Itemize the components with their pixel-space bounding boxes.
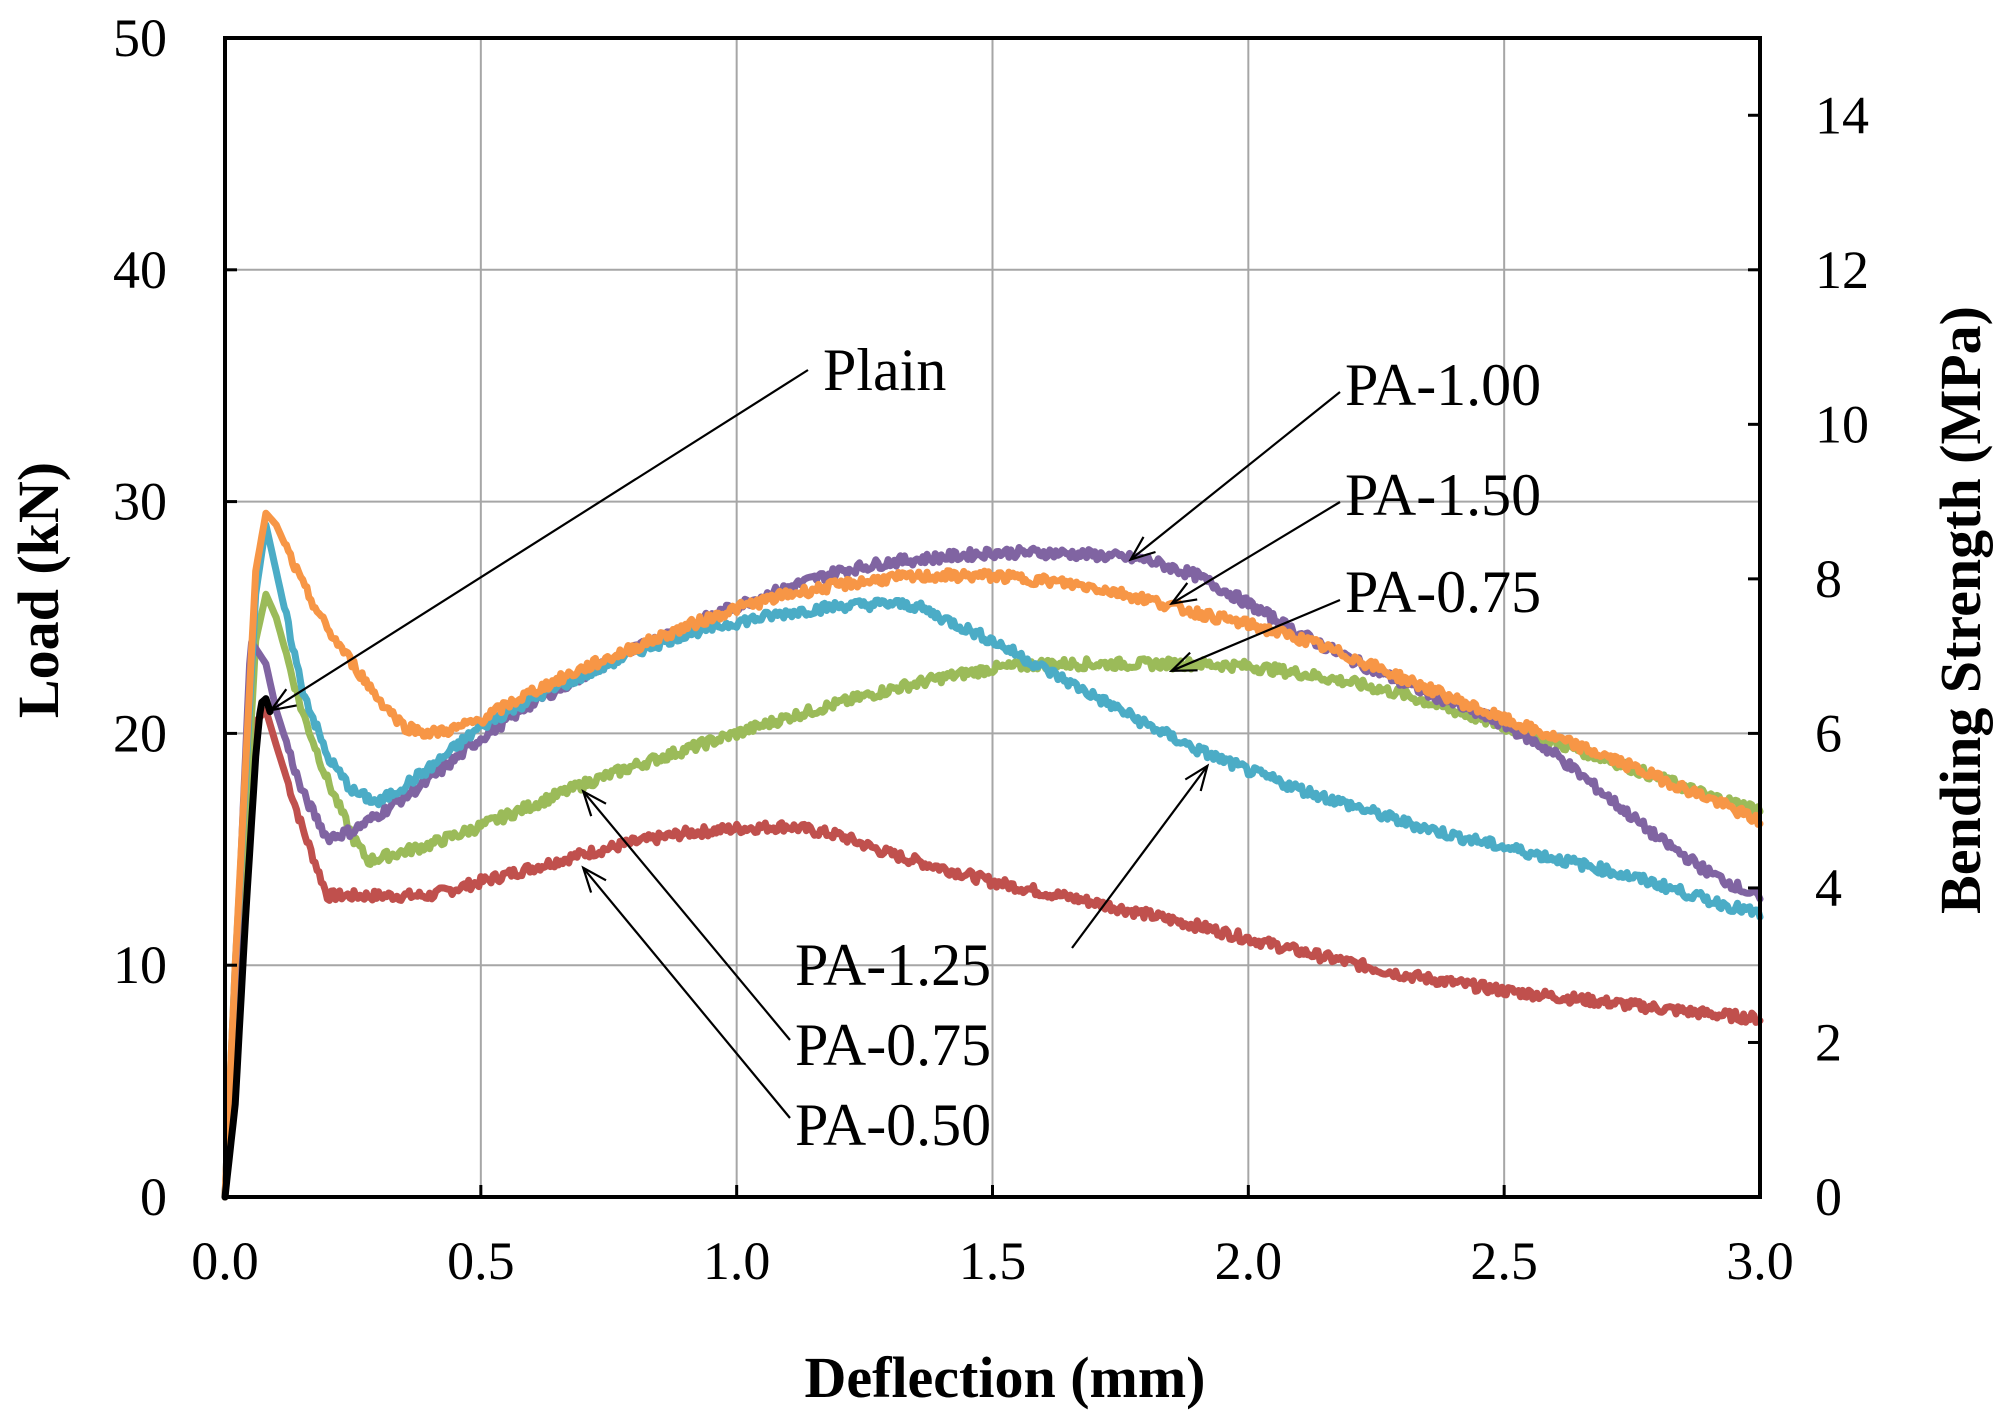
y2-tick-label: 6 [1815, 703, 1842, 763]
arrow-head [581, 789, 607, 817]
annotation-label: PA-1.25 [795, 932, 991, 998]
x-tick-label: 3.0 [1726, 1231, 1794, 1291]
annotation-label: PA-1.00 [1345, 352, 1541, 418]
y-tick-label: 40 [113, 240, 167, 300]
annotation-arrow [1071, 765, 1209, 949]
x-tick-label: 2.0 [1215, 1231, 1283, 1291]
annotation-arrow [1129, 391, 1341, 561]
y-tick-label: 0 [140, 1167, 167, 1227]
arrow-head [1184, 763, 1210, 792]
x-tick-label: 2.5 [1470, 1231, 1538, 1291]
annotations: Plain PA-1.00 PA-1.50 PA-0.75 PA-1.25 PA-0.75… [268, 337, 1541, 1158]
annotation-arrow [270, 369, 809, 712]
x-axis-title: Deflection (mm) [805, 1345, 1206, 1410]
y-tick-label: 30 [113, 472, 167, 532]
y2-tick-label: 8 [1815, 549, 1842, 609]
x-tick-label: 0.5 [447, 1231, 515, 1291]
annotation-label: PA-0.75 [795, 1012, 991, 1078]
annotation-label: Plain [823, 337, 946, 403]
y2-axis-title: Bending Strength (MPa) [1928, 306, 1993, 914]
ticks: 0.0 0.5 1.0 1.5 2.0 2.5 3.0 0 10 20 30 40 50 0 2 4 6 8 10 1… [113, 8, 1869, 1291]
y-axis-title: Load (kN) [6, 462, 71, 718]
annotation-label: PA-0.50 [795, 1092, 991, 1158]
x-tick-label: 1.0 [703, 1231, 771, 1291]
arrow-head [268, 688, 297, 712]
y-tick-label: 10 [113, 935, 167, 995]
y2-tick-label: 4 [1815, 858, 1842, 918]
y2-tick-label: 12 [1815, 240, 1869, 300]
y2-tick-label: 2 [1815, 1012, 1842, 1072]
annotation-arrow [1171, 501, 1341, 605]
annotation-arrow [1171, 598, 1341, 672]
arrow-head [1169, 582, 1198, 606]
annotation-arrow [582, 790, 791, 1041]
y2-tick-label: 0 [1815, 1167, 1842, 1227]
arrow-head [1168, 651, 1198, 672]
arrow-head [581, 865, 607, 893]
y2-tick-label: 10 [1815, 394, 1869, 454]
annotation-arrow [582, 867, 791, 1119]
annotation-label: PA-1.50 [1345, 462, 1541, 528]
y-tick-label: 50 [113, 8, 167, 68]
x-tick-label: 0.0 [191, 1231, 259, 1291]
series-line-pa-1-50 [221, 509, 1764, 1201]
y-tick-label: 20 [113, 703, 167, 763]
arrow-head [1128, 536, 1156, 562]
annotation-label: PA-0.75 [1345, 559, 1541, 625]
series-group [221, 509, 1764, 1201]
series-line-plain [221, 695, 274, 1201]
x-tick-label: 1.5 [959, 1231, 1027, 1291]
y2-tick-label: 14 [1815, 85, 1869, 145]
series-line-pa-0-50 [221, 706, 1764, 1201]
